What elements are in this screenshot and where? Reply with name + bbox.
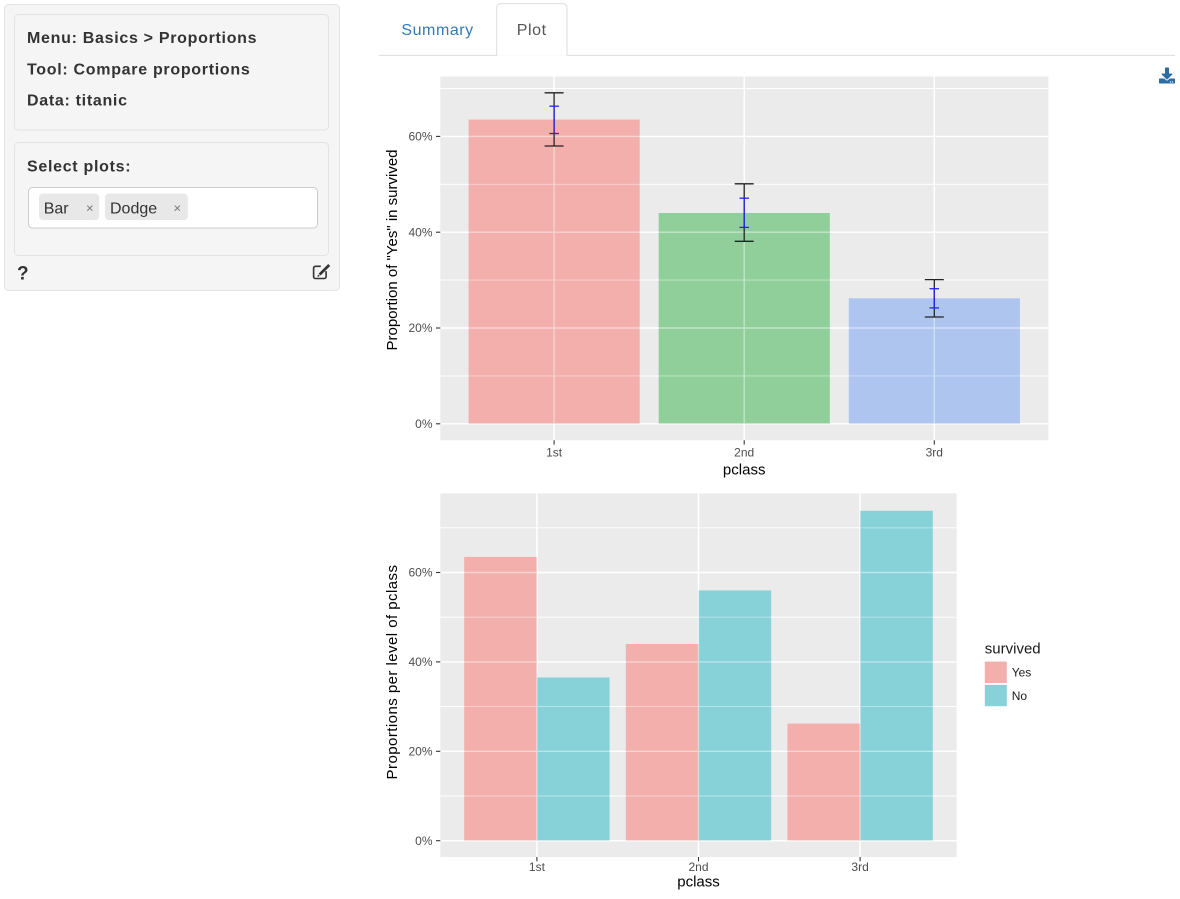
svg-text:Dodge: Dodge bbox=[110, 201, 157, 218]
svg-text:1st: 1st bbox=[529, 860, 546, 874]
svg-text:Summary: Summary bbox=[401, 22, 473, 39]
svg-text:Data: titanic: Data: titanic bbox=[27, 93, 128, 110]
svg-text:Proportion of "Yes" in survive: Proportion of "Yes" in survived bbox=[384, 149, 401, 350]
svg-text:pclass: pclass bbox=[677, 873, 720, 890]
svg-text:Select plots:: Select plots: bbox=[27, 159, 131, 176]
svg-text:Menu: Basics > Proportions: Menu: Basics > Proportions bbox=[27, 30, 257, 47]
svg-text:40%: 40% bbox=[408, 225, 432, 239]
svg-text:survived: survived bbox=[985, 641, 1041, 658]
svg-text:Tool: Compare proportions: Tool: Compare proportions bbox=[27, 61, 250, 78]
svg-text:1st: 1st bbox=[546, 445, 563, 459]
svg-text:0%: 0% bbox=[415, 834, 433, 848]
svg-text:3rd: 3rd bbox=[926, 445, 943, 459]
svg-text:3rd: 3rd bbox=[851, 860, 868, 874]
svg-text:Bar: Bar bbox=[44, 201, 70, 218]
svg-text:0%: 0% bbox=[415, 417, 433, 431]
svg-text:Yes: Yes bbox=[1012, 666, 1032, 680]
svg-text:60%: 60% bbox=[408, 130, 432, 144]
svg-text:×: × bbox=[86, 201, 94, 216]
svg-text:Proportions per level of pclas: Proportions per level of pclass bbox=[384, 565, 401, 780]
svg-text:Plot: Plot bbox=[517, 22, 547, 39]
svg-text:?: ? bbox=[17, 263, 29, 284]
svg-text:20%: 20% bbox=[408, 744, 432, 758]
svg-text:2nd: 2nd bbox=[688, 860, 708, 874]
svg-text:No: No bbox=[1012, 689, 1028, 703]
svg-text:20%: 20% bbox=[408, 321, 432, 335]
svg-text:pclass: pclass bbox=[723, 462, 766, 479]
svg-text:40%: 40% bbox=[408, 655, 432, 669]
svg-text:2nd: 2nd bbox=[734, 445, 754, 459]
svg-text:60%: 60% bbox=[408, 566, 432, 580]
svg-text:×: × bbox=[174, 201, 182, 216]
